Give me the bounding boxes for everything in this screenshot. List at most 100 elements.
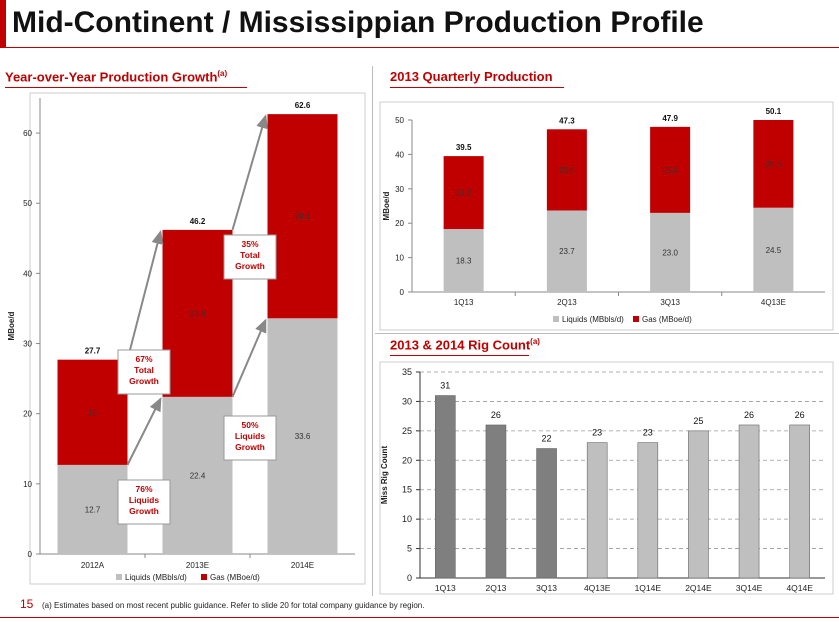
yoy-legend-swatch-gas — [201, 574, 207, 580]
quarterly-bar-gas — [443, 156, 484, 230]
panel-separator-vertical — [372, 66, 373, 596]
yoy-title-underline — [5, 87, 247, 88]
yoy-ytick-label: 20 — [23, 410, 32, 419]
yoy-legend-liquids: Liquids (MBbls/d) — [125, 573, 187, 582]
rig-value-label: 22 — [542, 434, 552, 444]
quarterly-total-label: 50.1 — [766, 107, 782, 116]
yoy-total-growth-arrow — [126, 229, 164, 360]
rig-value-label: 26 — [491, 410, 501, 420]
quarterly-total-label: 39.5 — [456, 143, 472, 152]
yoy-growth-callout-text: Total — [134, 365, 154, 375]
yoy-xtick-label: 2012A — [81, 561, 105, 570]
yoy-growth-callout-text: Growth — [129, 376, 159, 386]
yoy-bar-gas — [267, 114, 338, 319]
yoy-ytick-label: 40 — [23, 269, 32, 278]
rig-plot-frame — [379, 361, 834, 595]
yoy-growth-callout-box — [223, 415, 277, 461]
rig-bar — [789, 424, 810, 579]
quarterly-ytick-label: 40 — [395, 150, 404, 159]
yoy-ytick-label: 10 — [23, 480, 32, 489]
quarterly-bar-liquids — [443, 229, 484, 292]
rig-title-sup: (a) — [530, 337, 540, 346]
yoy-panel-title: Year-over-Year Production Growth(a) — [5, 69, 227, 84]
quarterly-xtick-label: 2Q13 — [557, 298, 577, 307]
yoy-ylabel: MBoe/d — [7, 311, 16, 340]
quarterly-ytick-label: 30 — [395, 185, 404, 194]
yoy-label-gas: 23.8 — [190, 309, 206, 318]
yoy-bar-gas — [57, 359, 128, 465]
rig-xtick-label: 2Q14E — [685, 583, 712, 593]
yoy-growth-callout-box — [117, 479, 171, 525]
rig-ytick-label: 10 — [402, 514, 412, 524]
quarterly-total-label: 47.9 — [662, 114, 678, 123]
rig-title-text: 2013 & 2014 Rig Count — [390, 337, 531, 353]
rig-chart: 0 5 10 15 20 25 30 35 Miss Rig Count 31 1Q13 26 2Q13… — [379, 361, 834, 595]
yoy-growth-callout-text: Growth — [235, 261, 265, 271]
yoy-growth-callout-text: 35% — [241, 239, 258, 249]
quarterly-bar-liquids — [546, 210, 587, 292]
rig-panel-title: 2013 & 2014 Rig Count(a) — [390, 337, 540, 352]
rig-ytick-label: 30 — [402, 396, 412, 406]
yoy-bar-liquids — [162, 396, 233, 554]
yoy-ytick-label: 0 — [28, 550, 33, 559]
yoy-growth-callout-text: 50% — [241, 420, 258, 430]
quarterly-legend-liquids: Liquids (MBbls/d) — [562, 315, 624, 324]
quarterly-bar-gas — [546, 129, 587, 211]
yoy-legend-swatch-liquids — [116, 574, 122, 580]
yoy-label-liquids: 22.4 — [190, 471, 206, 480]
yoy-growth-callout-text: Liquids — [235, 431, 265, 441]
yoy-label-gas: 29.1 — [295, 212, 311, 221]
quarterly-xtick-label: 3Q13 — [660, 298, 680, 307]
title-accent — [0, 0, 6, 48]
quarterly-ytick-label: 0 — [400, 288, 405, 297]
yoy-growth-callout-text: Liquids — [129, 495, 159, 505]
quarterly-ytick-label: 10 — [395, 254, 404, 263]
quarterly-label-liquids: 18.3 — [456, 257, 472, 266]
rig-ylabel: Miss Rig Count — [380, 446, 389, 505]
rig-bar — [485, 424, 507, 579]
yoy-bar-liquids — [267, 318, 338, 554]
rig-value-label: 23 — [643, 428, 653, 438]
quarterly-bar-gas — [753, 120, 794, 208]
yoy-total-label: 27.7 — [85, 347, 101, 356]
rig-bar — [536, 448, 557, 579]
rig-xtick-label: 1Q13 — [435, 583, 456, 593]
rig-ytick-label: 35 — [402, 367, 412, 377]
rig-xtick-label: 4Q14E — [786, 583, 813, 593]
quarterly-ylabel: MBoe/d — [382, 191, 391, 220]
quarterly-legend-swatch-gas — [633, 316, 639, 322]
yoy-bar-gas — [162, 229, 233, 397]
rig-value-label: 23 — [592, 428, 602, 438]
yoy-legend-gas: Gas (MBoe/d) — [210, 573, 260, 582]
quarterly-ytick-label: 50 — [395, 116, 404, 125]
yoy-xtick-label: 2013E — [186, 561, 209, 570]
yoy-ytick-label: 30 — [23, 340, 32, 349]
yoy-label-liquids: 12.7 — [85, 505, 101, 514]
rig-xtick-label: 1Q14E — [635, 583, 662, 593]
quarterly-legend-swatch-liquids — [553, 316, 559, 322]
quarterly-bar-liquids — [650, 212, 691, 292]
quarterly-legend-gas: Gas (MBoe/d) — [642, 315, 692, 324]
page-title: Mid-Continent / Mississippian Production… — [12, 6, 704, 39]
rig-xtick-label: 4Q13E — [584, 583, 611, 593]
rig-value-label: 26 — [744, 410, 754, 420]
rig-ytick-label: 25 — [402, 426, 412, 436]
yoy-ytick-label: 60 — [23, 129, 32, 138]
yoy-total-label: 62.6 — [295, 101, 311, 110]
rig-bar — [738, 424, 760, 579]
yoy-chart: 0 10 20 30 40 50 60 MBoe/d 12.7 15 27.7 2012A 22.4 23… — [7, 92, 366, 585]
title-bar: Mid-Continent / Mississippian Production… — [0, 0, 839, 48]
page-number: 15 — [20, 597, 34, 611]
quarterly-bar-gas — [650, 126, 691, 213]
quarterly-label-gas: 23.6 — [559, 166, 575, 175]
rig-bar — [688, 430, 709, 579]
rig-bar — [637, 442, 659, 579]
yoy-title-text: Year-over-Year Production Growth — [5, 69, 218, 85]
quarterly-label-liquids: 24.5 — [766, 246, 782, 255]
yoy-label-liquids: 33.6 — [295, 432, 311, 441]
rig-ytick-label: 20 — [402, 455, 412, 465]
yoy-total-growth-arrow — [231, 114, 268, 231]
quarterly-label-gas: 21.2 — [456, 189, 472, 198]
quarterly-panel-title: 2013 Quarterly Production — [390, 69, 553, 84]
yoy-growth-callout-box — [117, 349, 171, 395]
